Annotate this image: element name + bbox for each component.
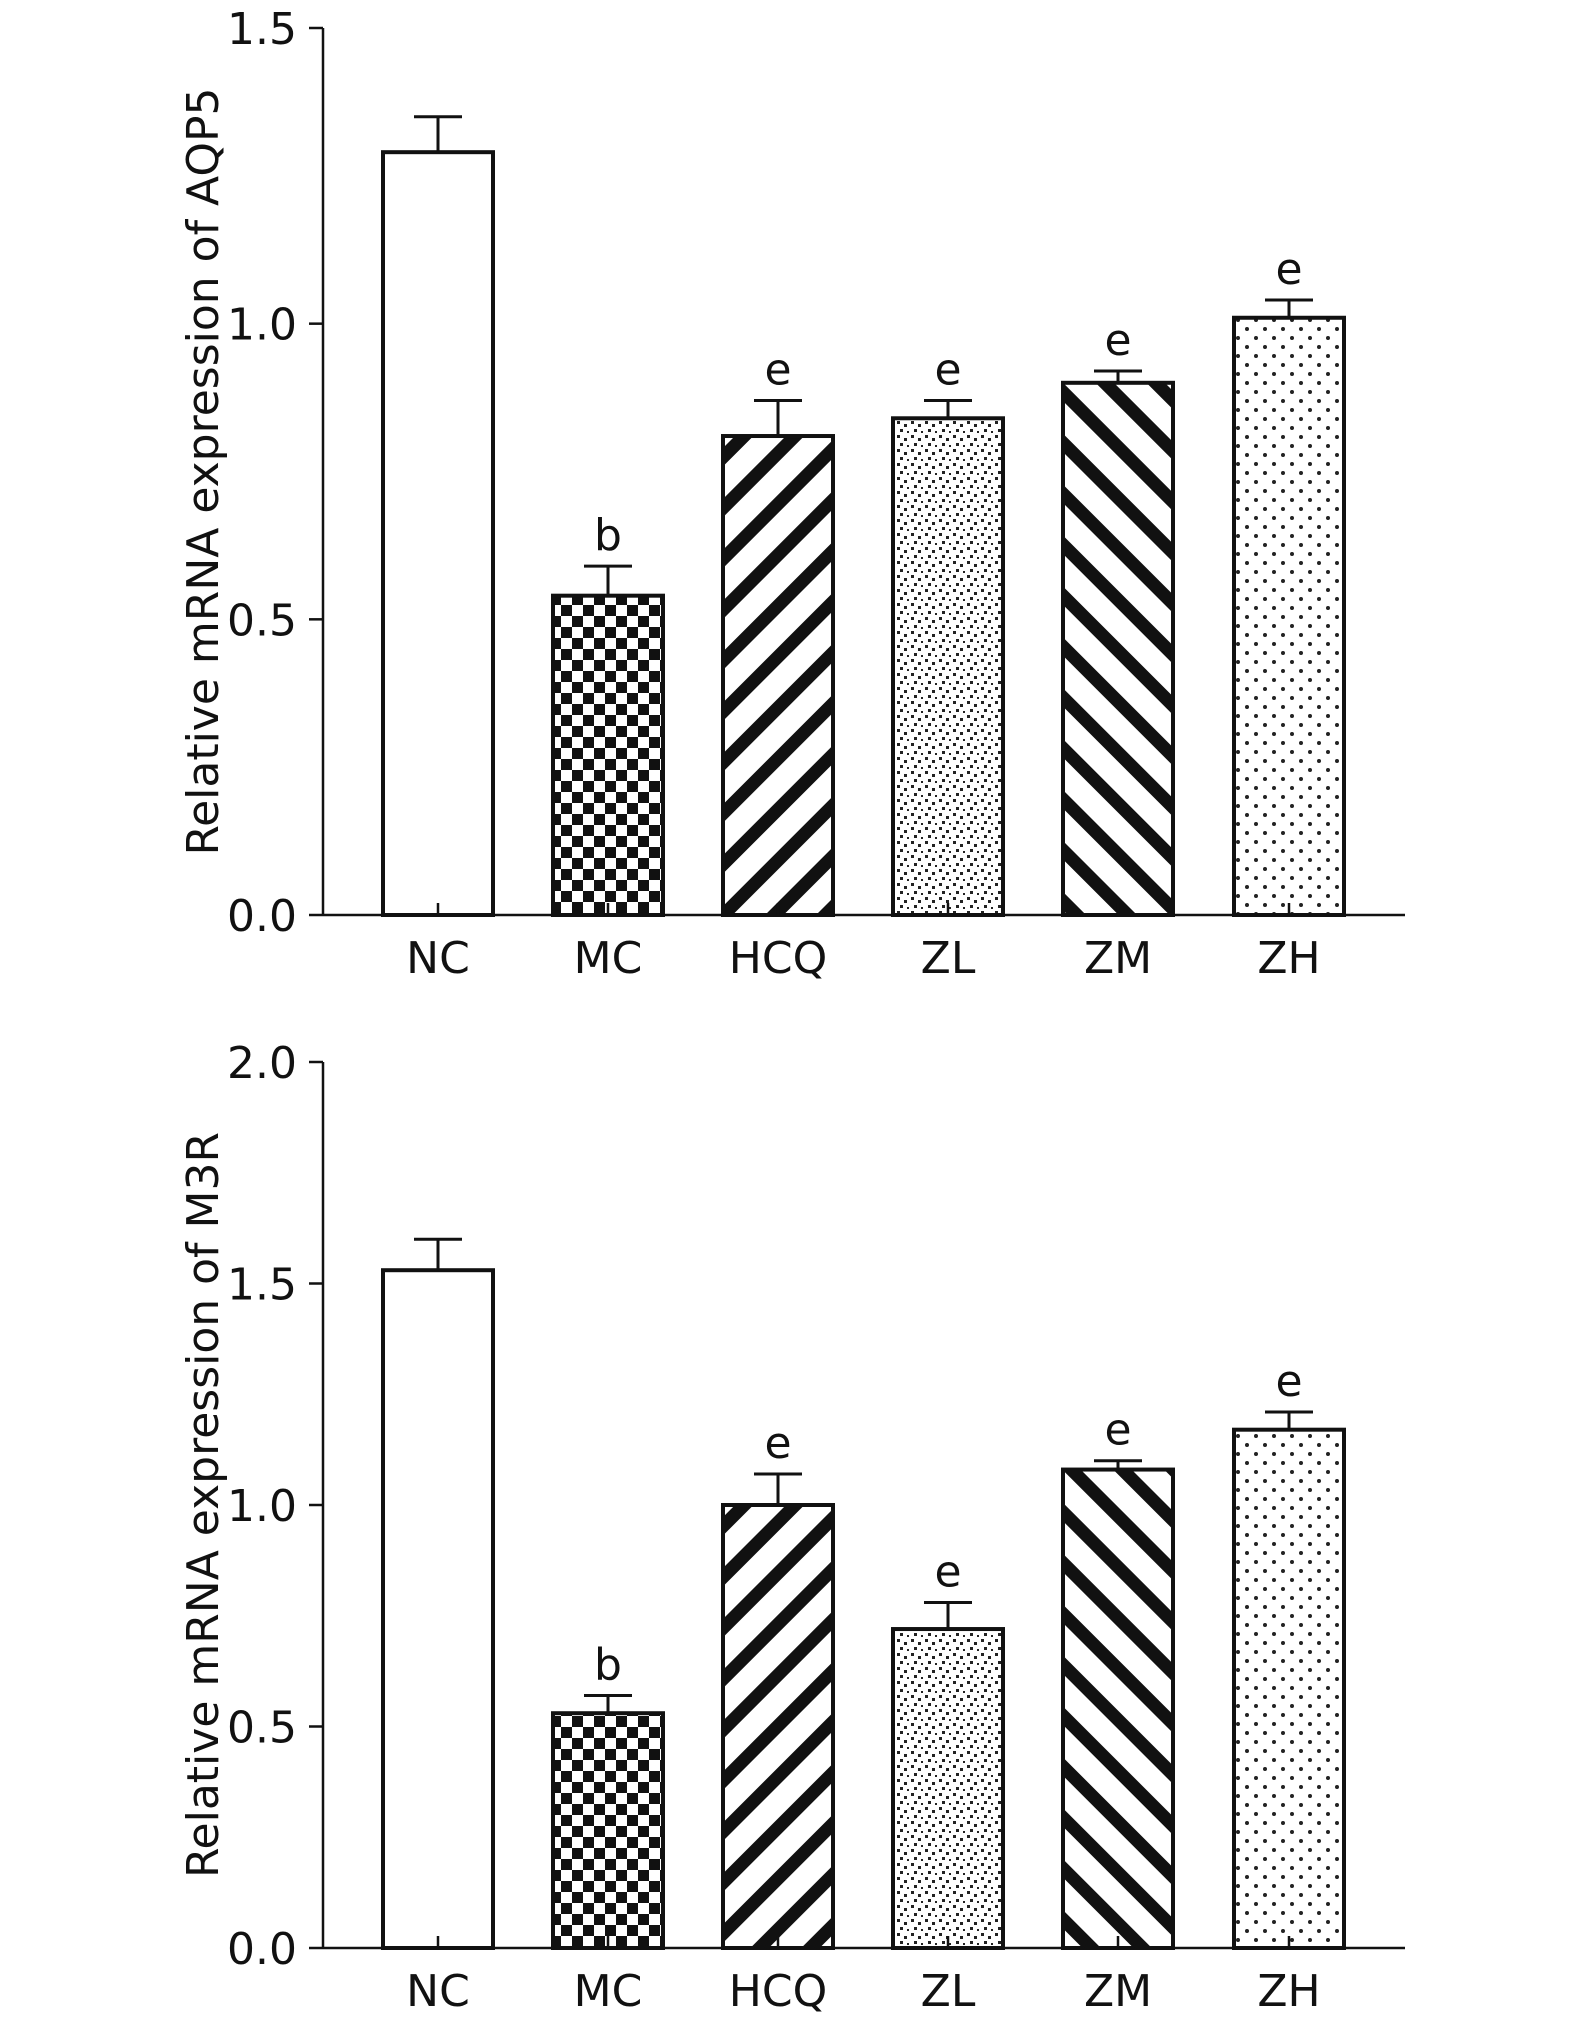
x-tick-label: MC (574, 933, 643, 984)
x-tick-label: NC (406, 933, 470, 984)
y-tick-label: 0.5 (227, 1703, 297, 1754)
bar-mc (551, 1711, 665, 1950)
y-tick-label: 1.0 (227, 300, 297, 351)
x-tick-label: ZM (1084, 1966, 1152, 2017)
bar-mc (551, 593, 665, 917)
significance-label: e (1275, 1356, 1302, 1407)
bar-hcq (721, 1503, 835, 1950)
bar-zh (1232, 1427, 1346, 1950)
x-tick-label: ZL (921, 933, 976, 984)
x-tick-label: HCQ (729, 1966, 827, 2017)
y-tick-label: 0.0 (227, 891, 297, 942)
x-tick-label: ZH (1257, 1966, 1320, 2017)
y-tick-label: 2.0 (227, 1038, 297, 1089)
significance-label: e (764, 1418, 791, 1469)
significance-label: e (764, 345, 791, 396)
x-tick-label: HCQ (729, 933, 827, 984)
significance-label: b (594, 1639, 622, 1690)
bar-zl (891, 416, 1005, 917)
bar-nc (381, 1268, 495, 1950)
bar-zm (1061, 380, 1175, 917)
chart-panel-2: 0.0 0.5 1.0 1.5 2.0 Relative mRNA expression … (178, 1038, 1405, 2017)
x-tick-label: NC (406, 1966, 470, 2017)
significance-label: e (1275, 244, 1302, 295)
y-axis-label: Relative mRNA expression of M3R (178, 1132, 229, 1878)
significance-label: e (934, 345, 961, 396)
chart-panel-1: 0.0 0.5 1.0 1.5 Relative mRNA expression of … (178, 4, 1405, 984)
x-tick-label: MC (574, 1966, 643, 2017)
y-tick-label: 1.5 (227, 1260, 297, 1311)
significance-label: e (1104, 315, 1131, 366)
x-tick-label: ZL (921, 1966, 976, 2017)
significance-label: e (934, 1546, 961, 1597)
x-tick-label: ZM (1084, 933, 1152, 984)
significance-label: e (1104, 1405, 1131, 1456)
bar-zl (891, 1627, 1005, 1951)
bar-zm (1061, 1467, 1175, 1951)
bar-nc (381, 150, 495, 917)
y-tick-label: 1.0 (227, 1481, 297, 1532)
y-tick-label: 1.5 (227, 4, 297, 55)
y-tick-label: 0.0 (227, 1924, 297, 1975)
y-tick-label: 0.5 (227, 595, 297, 646)
significance-label: b (594, 510, 622, 561)
bar-hcq (721, 434, 835, 917)
bar-zh (1232, 315, 1346, 917)
y-axis-label: Relative mRNA expression of AQP5 (178, 87, 229, 855)
x-tick-label: ZH (1257, 933, 1320, 984)
